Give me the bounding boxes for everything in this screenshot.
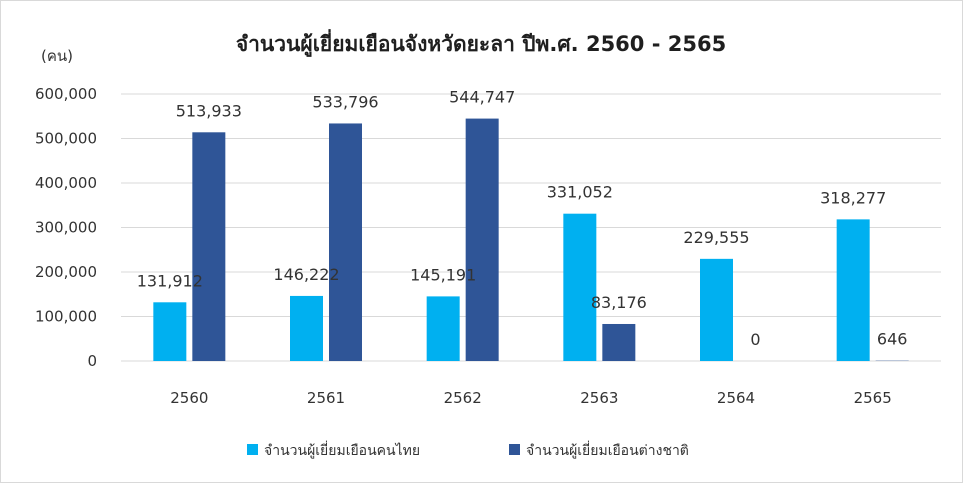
x-tick-label: 2562 xyxy=(444,389,482,407)
legend-swatch xyxy=(247,444,258,455)
bar xyxy=(192,132,226,361)
bar xyxy=(329,123,362,361)
data-label: 131,912 xyxy=(137,271,203,290)
legend-swatch xyxy=(509,444,520,455)
bar xyxy=(700,258,733,361)
data-label: 533,796 xyxy=(312,92,378,111)
legend-label: จำนวนผู้เยี่ยมเยือนต่างชาติ xyxy=(526,441,689,459)
data-label: 146,222 xyxy=(273,265,339,284)
x-tick-label: 2565 xyxy=(854,389,892,407)
data-label: 318,277 xyxy=(820,188,886,207)
bar xyxy=(153,302,187,361)
data-label: 229,555 xyxy=(683,228,749,247)
x-axis-ticks: 2560 2561 2562 2563 2564 2565 xyxy=(170,389,892,407)
y-tick-label: 600,000 xyxy=(35,85,97,103)
data-label: 83,176 xyxy=(591,293,647,312)
x-tick-label: 2560 xyxy=(170,389,208,407)
legend: จำนวนผู้เยี่ยมเยือนคนไทย จำนวนผู้เยี่ยมเย… xyxy=(247,441,689,459)
data-label: 513,933 xyxy=(176,101,242,120)
bars xyxy=(153,118,909,361)
data-label: 331,052 xyxy=(547,183,613,202)
data-label: 544,747 xyxy=(449,88,515,107)
bar xyxy=(426,296,460,361)
y-tick-label: 400,000 xyxy=(35,174,97,192)
x-tick-label: 2564 xyxy=(717,389,755,407)
bar xyxy=(563,213,597,361)
gridlines xyxy=(121,93,941,362)
y-tick-label: 200,000 xyxy=(35,263,97,281)
x-tick-label: 2563 xyxy=(580,389,618,407)
y-tick-label: 100,000 xyxy=(35,308,97,326)
x-tick-label: 2561 xyxy=(307,389,345,407)
bar xyxy=(836,219,870,361)
bar xyxy=(602,323,636,361)
y-tick-label: 0 xyxy=(87,352,97,370)
y-tick-label: 300,000 xyxy=(35,219,97,237)
bar xyxy=(290,295,323,361)
y-axis-ticks: 0 100,000 200,000 300,000 400,000 500,000 600,… xyxy=(35,85,97,370)
data-labels: 131,912 513,933 146,222 533,796 145,191 544,7… xyxy=(137,88,908,349)
data-label: 646 xyxy=(877,330,908,349)
chart-title: จำนวนผู้เยี่ยมเยือนจังหวัดยะลา ปีพ.ศ. 25… xyxy=(236,28,726,58)
data-label: 145,191 xyxy=(410,265,476,284)
bar xyxy=(465,118,499,361)
y-axis-unit: (คน) xyxy=(41,47,73,65)
data-label: 0 xyxy=(750,330,760,349)
legend-label: จำนวนผู้เยี่ยมเยือนคนไทย xyxy=(264,441,420,459)
y-tick-label: 500,000 xyxy=(35,130,97,148)
